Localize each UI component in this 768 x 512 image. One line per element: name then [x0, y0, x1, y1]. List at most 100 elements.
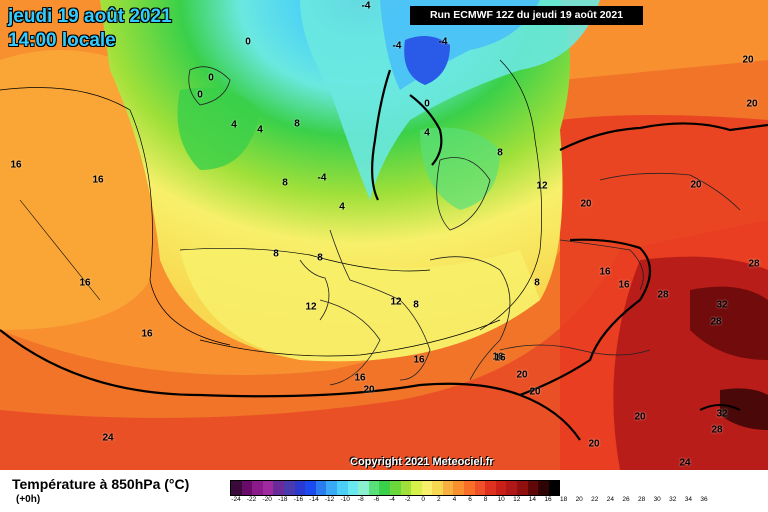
- isotherm-value-label: 20: [742, 54, 754, 66]
- isotherm-value-label: 4: [339, 201, 345, 213]
- isotherm-value-label: 0: [208, 72, 214, 84]
- scale-swatch: [442, 481, 454, 495]
- run-label: Run ECMWF 12Z du jeudi 19 août 2021: [410, 6, 643, 25]
- isotherm-value-label: 28: [711, 424, 723, 436]
- isotherm-value-label: 4: [424, 127, 430, 139]
- isotherm-value-label: 16: [92, 174, 104, 186]
- time-label: 14:00 locale: [8, 30, 116, 51]
- scale-tick-label: -2: [404, 496, 411, 503]
- scale-tick-label: -12: [324, 496, 335, 503]
- isotherm-value-label: 16: [492, 351, 504, 363]
- scale-tick-label: 10: [497, 496, 505, 503]
- legend-subtitle: (+0h): [16, 494, 41, 505]
- scale-tick-label: -16: [293, 496, 304, 503]
- isotherm-value-label: 16: [494, 352, 506, 364]
- scale-swatch: [262, 481, 274, 495]
- isotherm-value-label: 4: [257, 124, 263, 136]
- isotherm-value-label: 16: [599, 266, 611, 278]
- scale-swatch: [315, 481, 327, 495]
- isotherm-value-label: 20: [529, 386, 541, 398]
- isotherm-value-label: 20: [516, 369, 528, 381]
- scale-tick-label: -20: [262, 496, 272, 503]
- isotherm-value-label: 20: [363, 384, 375, 396]
- isotherm-value-label: 8: [282, 177, 288, 189]
- scale-swatch: [252, 481, 263, 495]
- scale-tick-label: 2: [436, 496, 441, 503]
- scale-swatch: [358, 481, 369, 495]
- isotherm-value-label: -4: [438, 36, 448, 48]
- scale-tick-label: -4: [389, 496, 395, 503]
- scale-swatch: [485, 481, 496, 495]
- scale-tick-label: -8: [357, 496, 364, 503]
- scale-tick-label: 24: [606, 496, 615, 503]
- isotherm-value-label: 0: [245, 36, 251, 48]
- scale-tick-label: 34: [684, 496, 693, 503]
- isotherm-value-label: 0: [424, 98, 430, 110]
- isotherm-value-label: 16: [618, 279, 630, 291]
- scale-swatch: [389, 481, 401, 495]
- scale-swatch: [421, 481, 433, 495]
- scale-swatch: [474, 481, 486, 495]
- scale-swatch: [495, 481, 507, 495]
- isotherm-value-label: 8: [317, 252, 323, 264]
- scale-tick-label: -22: [246, 496, 257, 503]
- scale-tick-label: -10: [340, 496, 350, 503]
- isotherm-value-label: 20: [690, 179, 702, 191]
- scale-swatch: [538, 481, 549, 495]
- isotherm-value-label: 20: [588, 438, 600, 450]
- scale-swatch: [347, 481, 359, 495]
- scale-swatch: [548, 481, 560, 495]
- scale-swatch: [517, 481, 528, 495]
- scale-tick-label: 14: [528, 496, 537, 503]
- isotherm-value-label: -4: [317, 172, 327, 184]
- isotherm-value-label: 8: [497, 147, 503, 159]
- isotherm-value-label: -4: [361, 0, 371, 12]
- isotherm-value-label: 12: [536, 180, 548, 192]
- isotherm-value-label: 4: [231, 119, 237, 131]
- scale-swatch: [294, 481, 306, 495]
- scale-tick-label: 18: [559, 496, 568, 503]
- scale-swatch: [432, 481, 443, 495]
- legend-title: Température à 850hPa (°C): [12, 476, 190, 492]
- scale-tick-label: -24: [231, 496, 241, 503]
- isotherm-value-label: 8: [273, 248, 279, 260]
- isotherm-value-label: 16: [79, 277, 91, 289]
- scale-swatch: [527, 481, 539, 495]
- scale-swatch: [453, 481, 465, 495]
- isotherm-value-label: 24: [102, 432, 114, 444]
- copyright-label: Copyright 2021 Meteociel.fr: [350, 456, 494, 468]
- isotherm-value-label: 16: [413, 354, 425, 366]
- scale-swatch: [368, 481, 380, 495]
- scale-tick-label: -6: [373, 496, 380, 503]
- scale-swatch: [241, 481, 253, 495]
- scale-tick-label: 30: [653, 496, 661, 503]
- scale-tick-label: -18: [278, 496, 288, 503]
- scale-swatch: [411, 481, 422, 495]
- isotherm-value-label: 20: [634, 411, 646, 423]
- isotherm-value-label: 8: [534, 277, 540, 289]
- scale-swatch: [305, 481, 316, 495]
- isotherm-value-label: 16: [141, 328, 153, 340]
- isotherm-value-label: 16: [10, 159, 22, 171]
- scale-tick-label: 26: [622, 496, 630, 503]
- isotherm-value-label: 32: [716, 408, 728, 420]
- scale-tick-label: 4: [452, 496, 457, 503]
- isotherm-value-label: 28: [748, 258, 760, 270]
- isotherm-value-label: 28: [710, 316, 722, 328]
- date-label: jeudi 19 août 2021: [8, 6, 172, 27]
- scale-tick-label: 0: [421, 496, 425, 503]
- scale-swatch: [336, 481, 348, 495]
- isotherm-value-label: 16: [354, 372, 366, 384]
- isotherm-value-label: 8: [413, 299, 419, 311]
- isotherm-value-label: 24: [679, 457, 691, 469]
- scale-tick-label: 16: [544, 496, 552, 503]
- isotherm-value-label: 20: [580, 198, 592, 210]
- scale-tick-label: -14: [309, 496, 319, 503]
- scale-tick-label: 22: [591, 496, 599, 503]
- scale-swatch: [400, 481, 412, 495]
- isotherm-value-label: 12: [305, 301, 317, 313]
- isotherm-value-label: -4: [392, 40, 402, 52]
- scale-swatch: [506, 481, 518, 495]
- color-scale-labels: -24 -22 -20 -18 -16 -14 -12 -10 -8 -6 -4 -2 0 2 4 6 8 10 1…: [230, 496, 710, 508]
- scale-tick-label: 20: [575, 496, 583, 503]
